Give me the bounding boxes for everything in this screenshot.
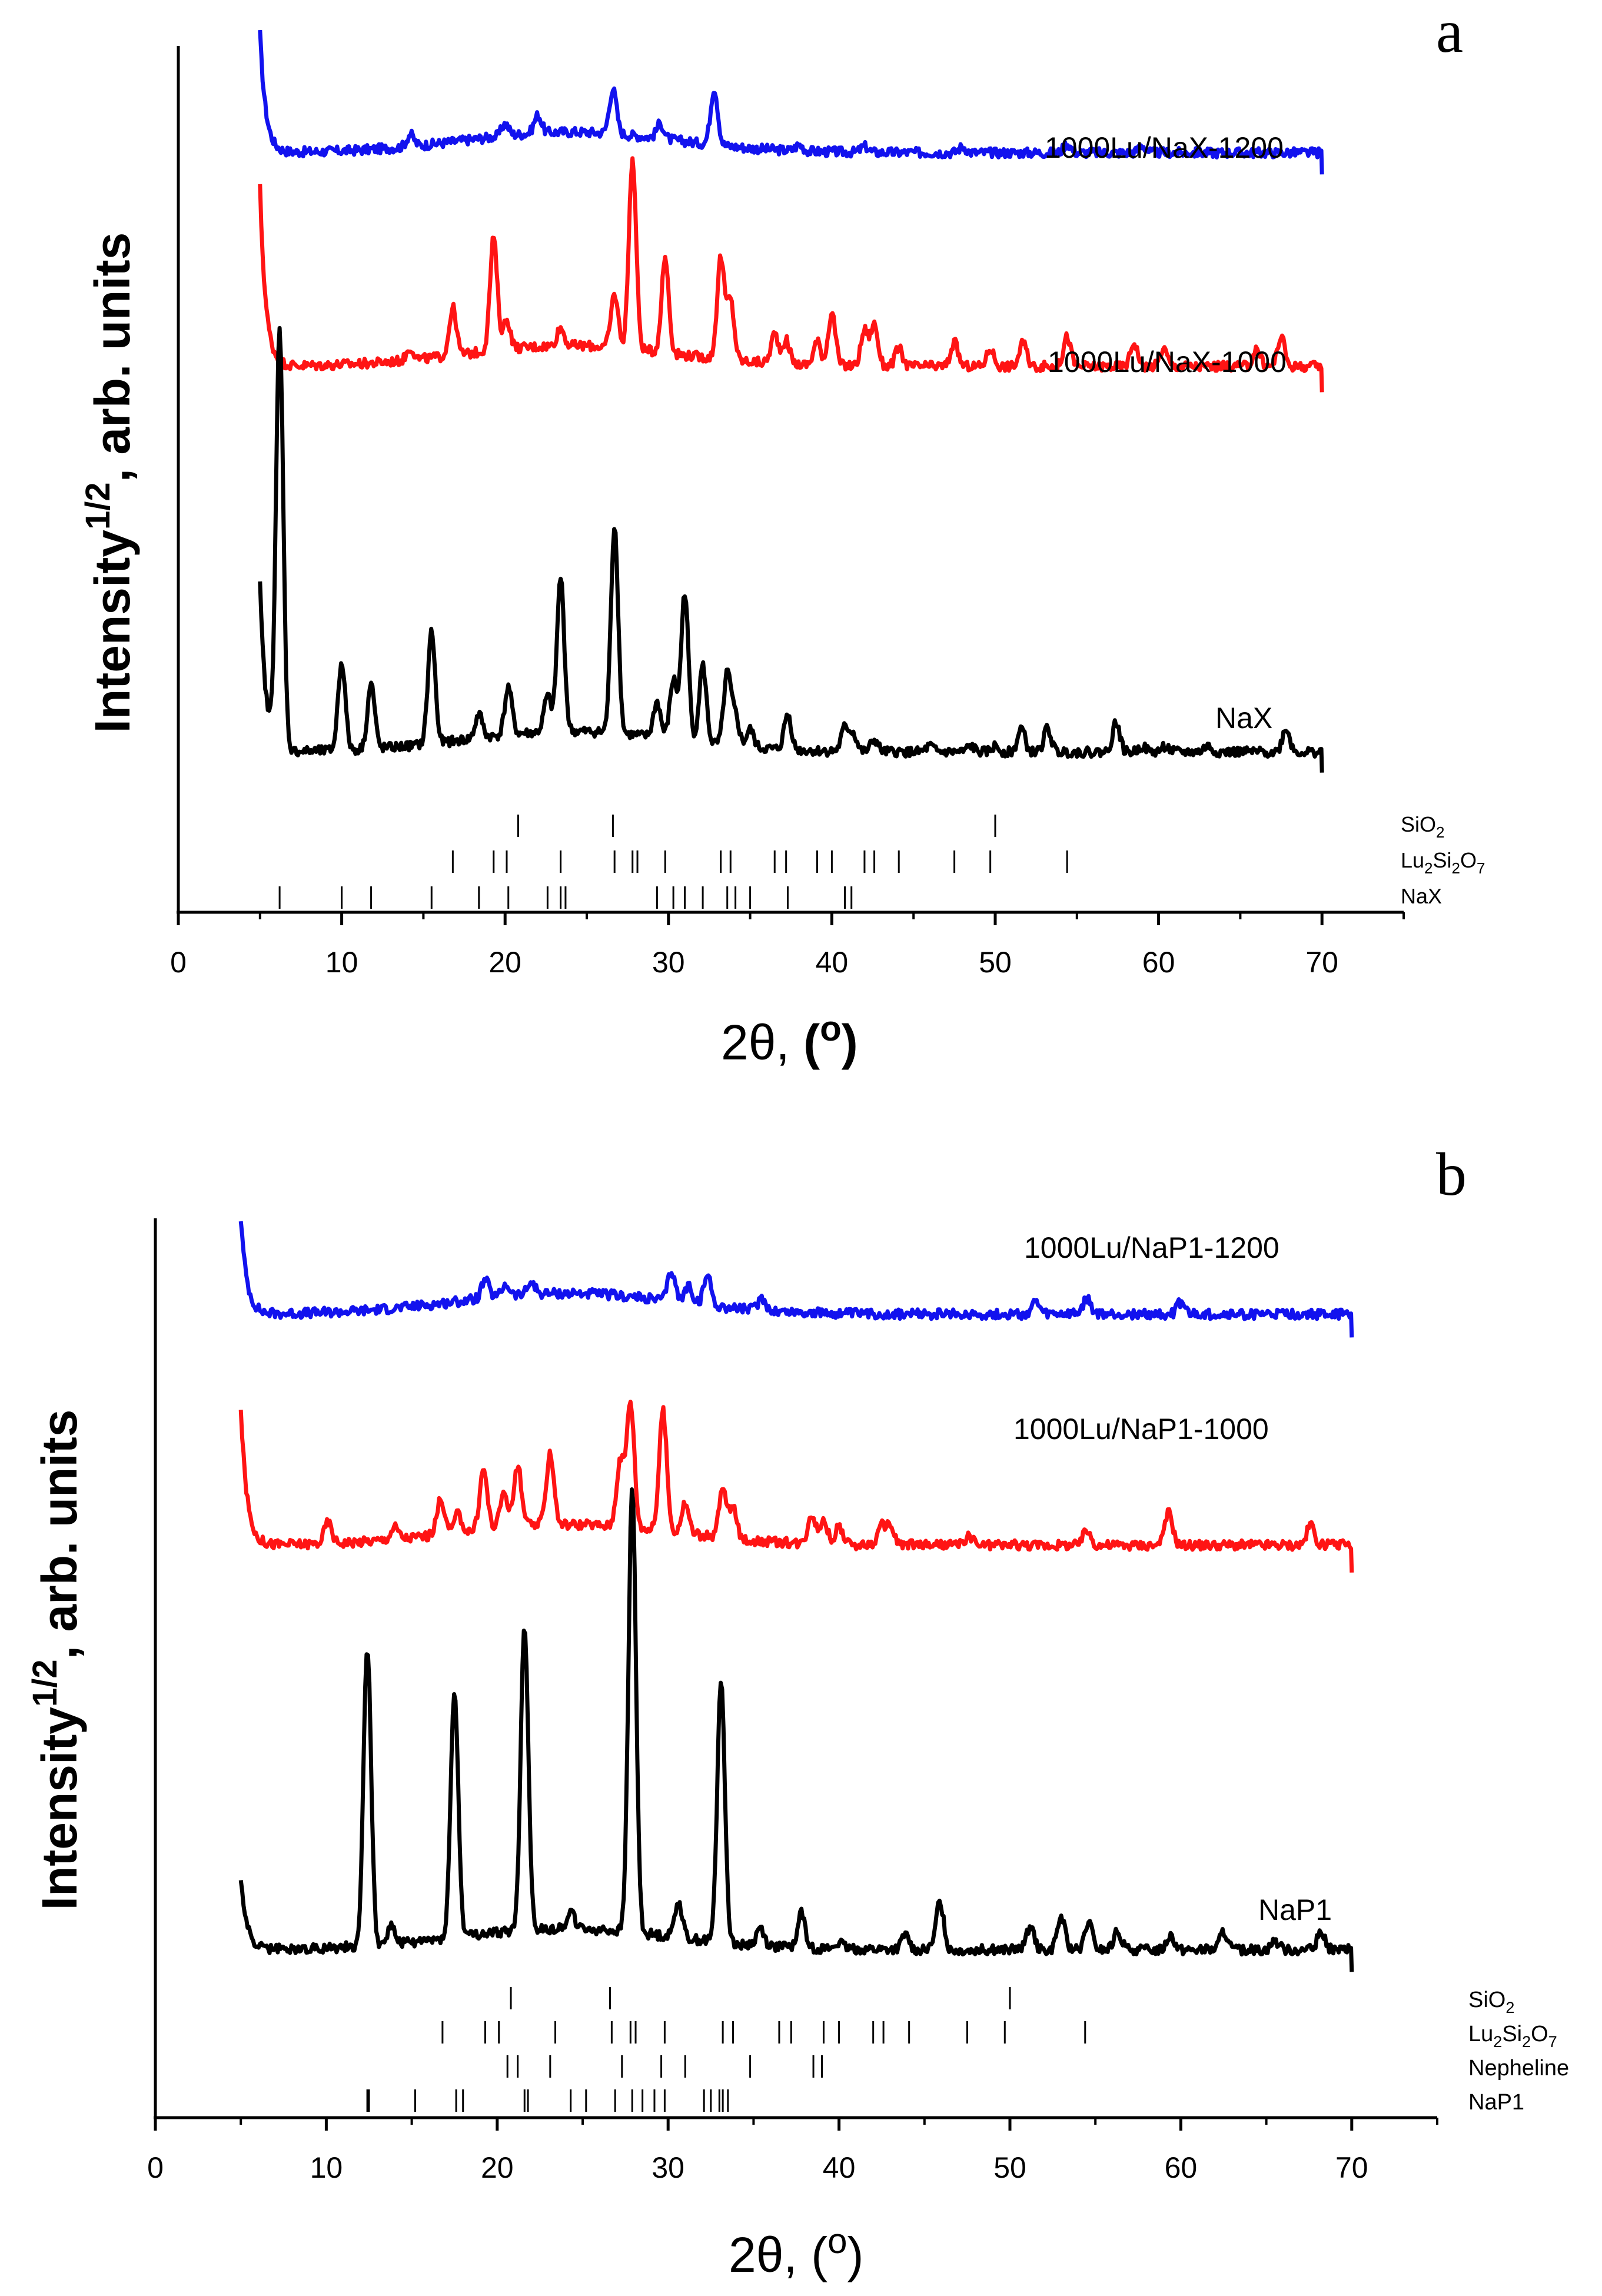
panel-a-ref-label-nax: NaX	[1401, 884, 1442, 908]
panel-b-ref-lu2si2o7-ticks	[441, 2021, 1086, 2044]
panel-a-ref-label-sio2: SiO2	[1401, 812, 1444, 841]
panel-a-x-label: 2θ, (o)	[721, 1009, 858, 1070]
panel-a-series-label-1000: 1000Lu/NaX-1000	[1048, 345, 1287, 378]
x-tick-label-0: 0	[147, 2151, 164, 2184]
panel-b-series-label-1200: 1000Lu/NaP1-1200	[1024, 1231, 1279, 1264]
x-tick-label-60: 60	[1165, 2151, 1198, 2184]
panel-b-y-label: Intensity1/2, arb. units	[26, 1410, 87, 1910]
panel-a-series-nax-line	[258, 325, 1324, 773]
x-tick-label-20: 20	[481, 2151, 514, 2184]
panel-a: a 0 10 20 30 40 50 60 70 2θ, (o) Intensity1/2, …	[79, 0, 1485, 1070]
panel-b-letter: b	[1436, 1141, 1467, 1208]
panel-a-series-label-1200: 1000Lu/NaX-1200	[1045, 131, 1284, 164]
panel-a-ref-nax-ticks	[278, 886, 853, 909]
panel-a-series-nax-1000-line	[258, 156, 1324, 393]
panel-b-series-label-1000: 1000Lu/NaP1-1000	[1013, 1413, 1269, 1446]
panel-b-x-ticks	[154, 2118, 1438, 2131]
panel-b-ref-label-nap1: NaP1	[1468, 2090, 1524, 2115]
panel-b-series-label-nap1: NaP1	[1258, 1893, 1332, 1926]
x-tick-label-20: 20	[488, 946, 521, 979]
x-tick-label-70: 70	[1305, 946, 1338, 979]
panel-a-ref-label-lu2si2o7: Lu2Si2O7	[1401, 848, 1485, 877]
panel-b: b 0 10 20 30 40 50 60 70 2θ, (o) Intensity1/2, …	[26, 1141, 1569, 2282]
panel-b-x-tick-labels: 0 10 20 30 40 50 60 70	[147, 2151, 1368, 2184]
x-tick-label-50: 50	[979, 946, 1012, 979]
x-tick-label-70: 70	[1335, 2151, 1368, 2184]
x-tick-label-50: 50	[993, 2151, 1026, 2184]
panel-b-ref-nepheline-ticks	[506, 2055, 823, 2078]
x-tick-label-30: 30	[652, 2151, 684, 2184]
x-tick-label-40: 40	[816, 946, 849, 979]
x-tick-label-10: 10	[310, 2151, 343, 2184]
panel-a-x-tick-labels: 0 10 20 30 40 50 60 70	[170, 946, 1338, 979]
panel-a-ref-lu2si2o7-ticks	[451, 850, 1068, 873]
panel-a-series-nax-1200-line	[258, 29, 1324, 175]
panel-b-ref-label-sio2: SiO2	[1468, 1988, 1514, 2016]
panel-b-ref-label-nepheline: Nepheline	[1468, 2056, 1569, 2081]
panel-a-y-label: Intensity1/2, arb. units	[79, 232, 140, 733]
panel-b-series-nap1-1000-line	[238, 1400, 1354, 1573]
x-tick-label-10: 10	[325, 946, 358, 979]
x-tick-label-30: 30	[652, 946, 685, 979]
panel-b-series-nap1-1200-line	[238, 1221, 1354, 1338]
x-tick-label-40: 40	[823, 2151, 856, 2184]
panel-b-x-label: 2θ, (o)	[729, 2221, 863, 2282]
panel-a-ref-sio2-ticks	[517, 815, 996, 837]
panel-a-letter: a	[1436, 0, 1463, 65]
x-tick-label-0: 0	[170, 946, 187, 979]
panel-a-series-label-nax: NaX	[1215, 702, 1272, 735]
x-tick-label-60: 60	[1142, 946, 1175, 979]
panel-a-x-ticks	[177, 912, 1405, 925]
panel-b-ref-label-lu2si2o7: Lu2Si2O7	[1468, 2022, 1557, 2051]
panel-b-ref-sio2-ticks	[510, 1987, 1011, 2009]
panel-b-series-nap1-line	[238, 1487, 1354, 1972]
panel-b-ref-nap1-ticks	[366, 2089, 729, 2112]
